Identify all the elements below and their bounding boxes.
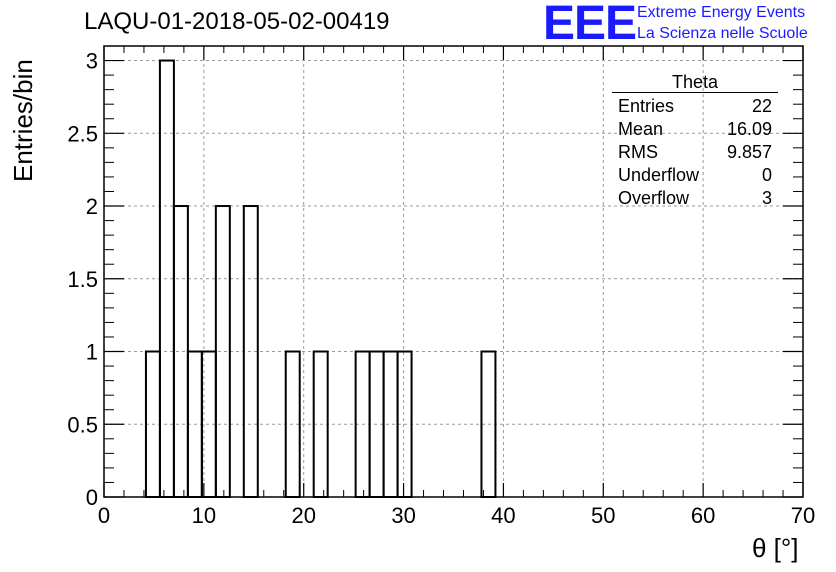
y-tick-labels: 0 0.5 1 1.5 2 2.5 3 <box>67 49 98 510</box>
x-tick-label: 50 <box>591 503 615 528</box>
histogram-bin <box>172 205 189 498</box>
stats-value: 9.857 <box>726 142 772 162</box>
y-tick-label: 3 <box>86 49 98 74</box>
chart-title: LAQU-01-2018-05-02-00419 <box>84 8 390 35</box>
y-tick-label: 2 <box>86 194 98 219</box>
stats-row-mean: Mean 16.09 <box>612 118 778 141</box>
stats-value: 22 <box>751 96 772 116</box>
y-tick-label: 0.5 <box>67 412 98 437</box>
x-tick-label: 30 <box>391 503 415 528</box>
x-axis-label: θ [°] <box>752 533 799 563</box>
stats-title: Theta <box>612 72 778 93</box>
x-tick-label: 20 <box>291 503 315 528</box>
x-tick-label: 0 <box>98 503 110 528</box>
stats-row-underflow: Underflow 0 <box>612 164 778 187</box>
stats-value: 16.09 <box>726 119 772 139</box>
stats-label: RMS <box>618 142 658 162</box>
stats-value: 3 <box>761 188 772 208</box>
x-tick-label: 40 <box>491 503 515 528</box>
y-tick-label: 1.5 <box>67 267 98 292</box>
stats-row-entries: Entries 22 <box>612 95 778 118</box>
histogram-bin <box>214 205 231 498</box>
axis-ticks <box>103 45 804 498</box>
x-tick-label: 70 <box>791 503 815 528</box>
x-tick-label: 60 <box>691 503 715 528</box>
stats-row-rms: RMS 9.857 <box>612 141 778 164</box>
eee-logo: EEE <box>543 0 637 50</box>
stats-label: Underflow <box>618 165 700 185</box>
x-tick-labels: 0 10 20 30 40 50 60 70 <box>98 503 815 528</box>
histogram-bin <box>382 350 399 499</box>
stats-label: Mean <box>618 119 664 139</box>
y-tick-label: 2.5 <box>67 121 98 146</box>
x-tick-label: 10 <box>192 503 216 528</box>
y-tick-label: 1 <box>86 340 98 365</box>
stats-label: Entries <box>618 96 675 116</box>
y-axis-label: Entries/bin <box>8 59 38 182</box>
logo-tagline-1: Extreme Energy Events <box>637 4 806 21</box>
stats-label: Overflow <box>618 188 690 208</box>
y-tick-label: 0 <box>86 485 98 510</box>
stats-row-overflow: Overflow 3 <box>612 187 778 210</box>
stats-box: Theta Entries 22 Mean 16.09 RMS 9.857 Un… <box>612 72 778 210</box>
logo-tagline-2: La Scienza nelle Scuole <box>637 25 808 42</box>
plot-frame <box>103 45 804 498</box>
stats-value: 0 <box>761 165 772 185</box>
